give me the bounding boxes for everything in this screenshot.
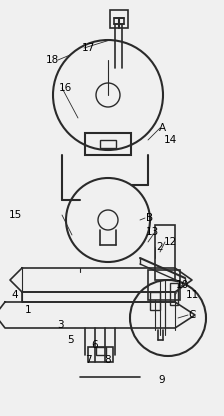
Bar [88,347,113,362]
Text: 17: 17 [81,43,95,53]
Text: 4: 4 [12,290,18,300]
Text: 16: 16 [58,83,72,93]
Text: 9: 9 [159,375,165,385]
Text: A: A [158,123,166,133]
Text: 13: 13 [145,227,159,237]
Text: C: C [188,310,196,320]
Text: 14: 14 [163,135,177,145]
Text: 1: 1 [25,305,31,315]
Bar [150,292,160,310]
Bar [148,270,180,300]
Text: 10: 10 [175,280,189,290]
Text: 8: 8 [105,355,111,365]
Text: 5: 5 [67,335,73,345]
Bar [110,10,128,28]
Text: 18: 18 [45,55,59,65]
Bar [100,140,116,148]
Text: 2: 2 [157,242,163,252]
Bar [155,225,175,280]
Text: 12: 12 [163,237,177,247]
Text: 7: 7 [85,355,91,365]
Text: 11: 11 [185,290,199,300]
Bar [85,133,131,155]
Text: B: B [146,213,154,223]
Text: 6: 6 [92,340,98,350]
Bar [170,283,178,305]
Bar [96,347,106,355]
Text: 15: 15 [8,210,22,220]
Text: 3: 3 [57,320,63,330]
Bar [114,18,124,24]
